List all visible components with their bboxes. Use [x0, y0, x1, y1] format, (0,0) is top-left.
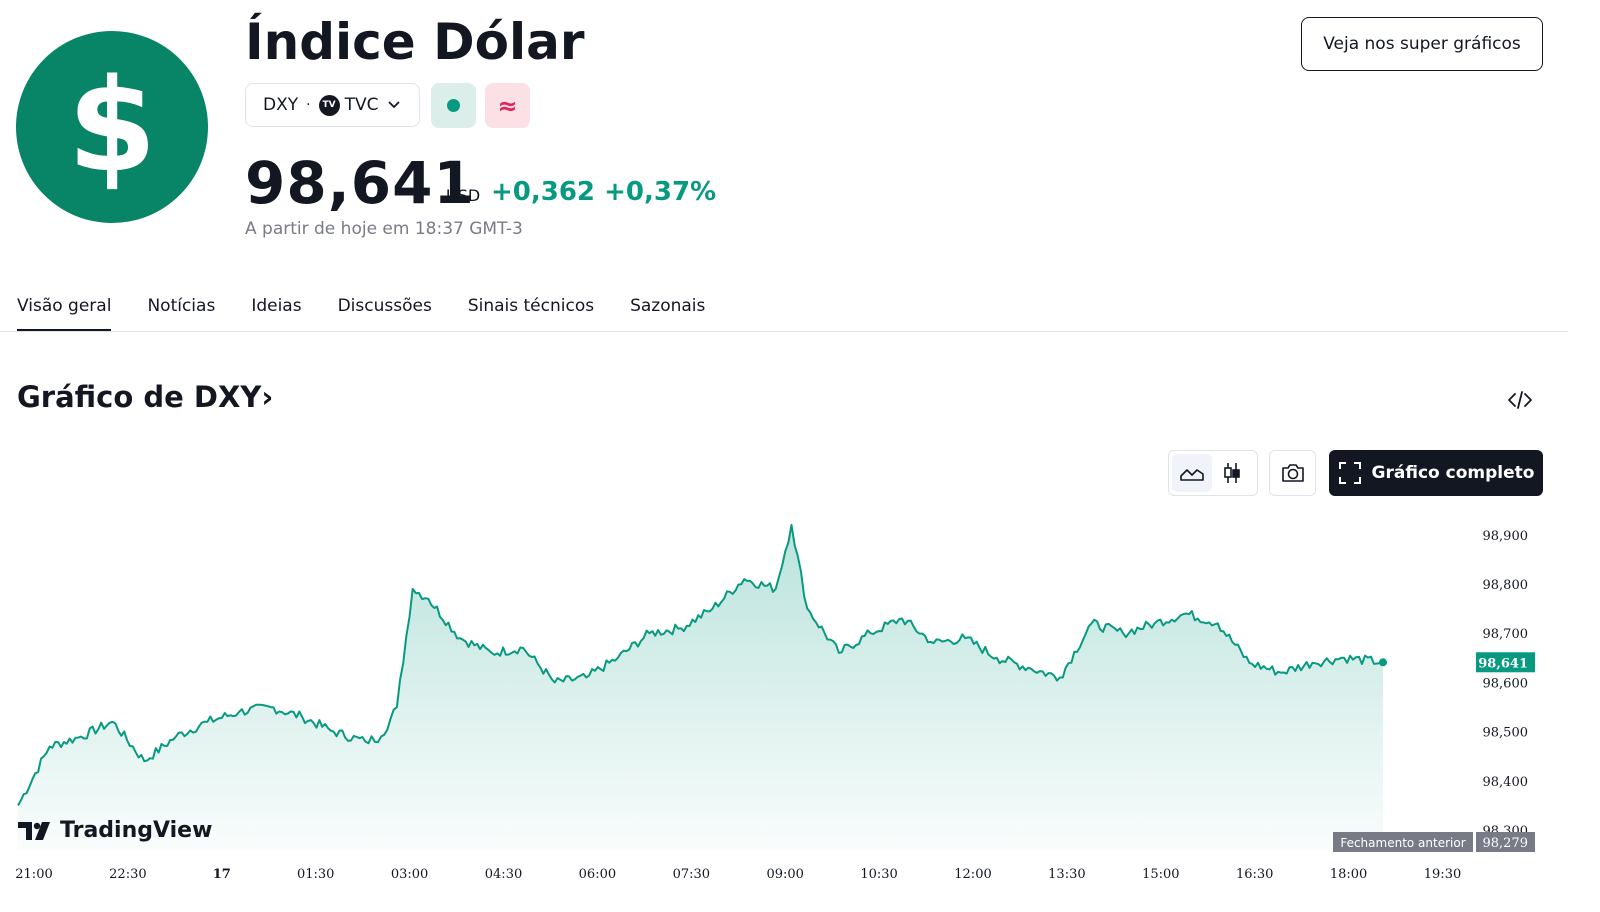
- exchange-name: TVC: [344, 95, 379, 115]
- last-price-dot: [1379, 658, 1387, 667]
- price-chart[interactable]: 98,90098,80098,70098,60098,50098,40098,3…: [0, 510, 1568, 905]
- snapshot-button[interactable]: [1269, 450, 1316, 496]
- price-line: [17, 523, 1384, 806]
- delayed-data-button[interactable]: ≈: [485, 83, 530, 128]
- price-area-fill: [18, 524, 1383, 850]
- area-chart-button[interactable]: [1172, 454, 1212, 492]
- y-tick-label: 98,800: [1483, 578, 1529, 593]
- last-price-label: 98,641: [1478, 656, 1528, 671]
- price-change: +0,362 +0,37%: [491, 177, 716, 207]
- x-tick-label: 04:30: [485, 867, 522, 882]
- tab-technicals[interactable]: Sinais técnicos: [467, 296, 595, 316]
- x-tick-label: 03:00: [391, 867, 428, 882]
- x-tick-label: 01:30: [297, 867, 334, 882]
- brand-name: TradingView: [60, 818, 213, 843]
- x-tick-label: 07:30: [673, 867, 710, 882]
- x-tick-label: 15:00: [1142, 867, 1179, 882]
- y-tick-label: 98,700: [1483, 627, 1529, 642]
- y-tick-label: 98,400: [1483, 775, 1529, 790]
- full-chart-label: Gráfico completo: [1371, 463, 1535, 483]
- x-tick-label: 21:00: [15, 867, 52, 882]
- tab-news[interactable]: Notícias: [147, 296, 216, 316]
- as-of-timestamp: A partir de hoje em 18:37 GMT-3: [245, 219, 523, 239]
- x-tick-label: 22:30: [109, 867, 146, 882]
- camera-icon: [1281, 464, 1304, 482]
- tab-overview[interactable]: Visão geral: [17, 288, 112, 332]
- tab-seasonals[interactable]: Sazonais: [630, 296, 706, 316]
- currency-label: USD: [446, 186, 481, 205]
- fullscreen-icon: [1338, 462, 1361, 484]
- previous-close-value: 98,279: [1483, 836, 1529, 851]
- tab-discussions[interactable]: Discussões: [337, 296, 432, 316]
- separator-dot: ·: [306, 97, 311, 113]
- full-chart-button[interactable]: Gráfico completo: [1329, 450, 1543, 496]
- x-tick-label: 17: [213, 867, 231, 882]
- x-tick-label: 12:00: [954, 867, 991, 882]
- embed-code-icon[interactable]: [1505, 386, 1535, 414]
- change-abs: +0,362: [491, 177, 596, 207]
- candlestick-icon: [1224, 463, 1240, 483]
- super-charts-button[interactable]: Veja nos super gráficos: [1301, 17, 1543, 71]
- last-price-badge: [1476, 652, 1535, 673]
- chevron-right-icon: ›: [261, 380, 274, 414]
- area-chart-icon: [1180, 469, 1204, 481]
- market-status-button[interactable]: [431, 83, 476, 128]
- previous-close-badge: [1476, 832, 1535, 852]
- dollar-icon: $: [67, 52, 157, 201]
- symbol-exchange-selector[interactable]: DXY · TV TVC: [245, 83, 420, 127]
- chart-type-group: [1168, 450, 1258, 496]
- page-title: Índice Dólar: [245, 13, 585, 71]
- previous-close-label: Fechamento anterior: [1340, 836, 1465, 850]
- y-tick-label: 98,500: [1483, 726, 1529, 741]
- chart-section-title: Gráfico de DXY: [17, 380, 262, 414]
- current-price: 98,641: [245, 149, 475, 217]
- y-tick-label: 98,900: [1483, 529, 1529, 544]
- candles-chart-button[interactable]: [1212, 454, 1252, 492]
- x-tick-label: 19:30: [1424, 867, 1461, 882]
- x-tick-label: 06:00: [579, 867, 616, 882]
- chevron-down-icon: [388, 98, 401, 112]
- tabs-divider: [0, 331, 1568, 332]
- chart-section-link[interactable]: Gráfico de DXY›: [17, 380, 273, 414]
- previous-close-tag: [1333, 832, 1473, 852]
- x-tick-label: 16:30: [1236, 867, 1273, 882]
- tradingview-exchange-icon: TV: [318, 94, 340, 116]
- x-tick-label: 10:30: [860, 867, 897, 882]
- tradingview-logo-icon: [18, 821, 50, 840]
- market-open-dot-icon: [447, 99, 460, 112]
- symbol-logo: $: [16, 31, 208, 223]
- x-tick-label: 18:00: [1330, 867, 1367, 882]
- x-tick-label: 09:00: [766, 867, 803, 882]
- symbol-ticker: DXY: [263, 95, 299, 115]
- tab-ideas[interactable]: Ideias: [251, 296, 302, 316]
- change-pct: +0,37%: [604, 177, 717, 207]
- y-tick-label: 98,600: [1483, 676, 1529, 691]
- tradingview-logo: TradingView: [18, 818, 212, 843]
- tab-bar: Visão geral Notícias Ideias Discussões S…: [17, 288, 741, 332]
- x-tick-label: 13:30: [1048, 867, 1085, 882]
- approx-icon: ≈: [497, 91, 518, 120]
